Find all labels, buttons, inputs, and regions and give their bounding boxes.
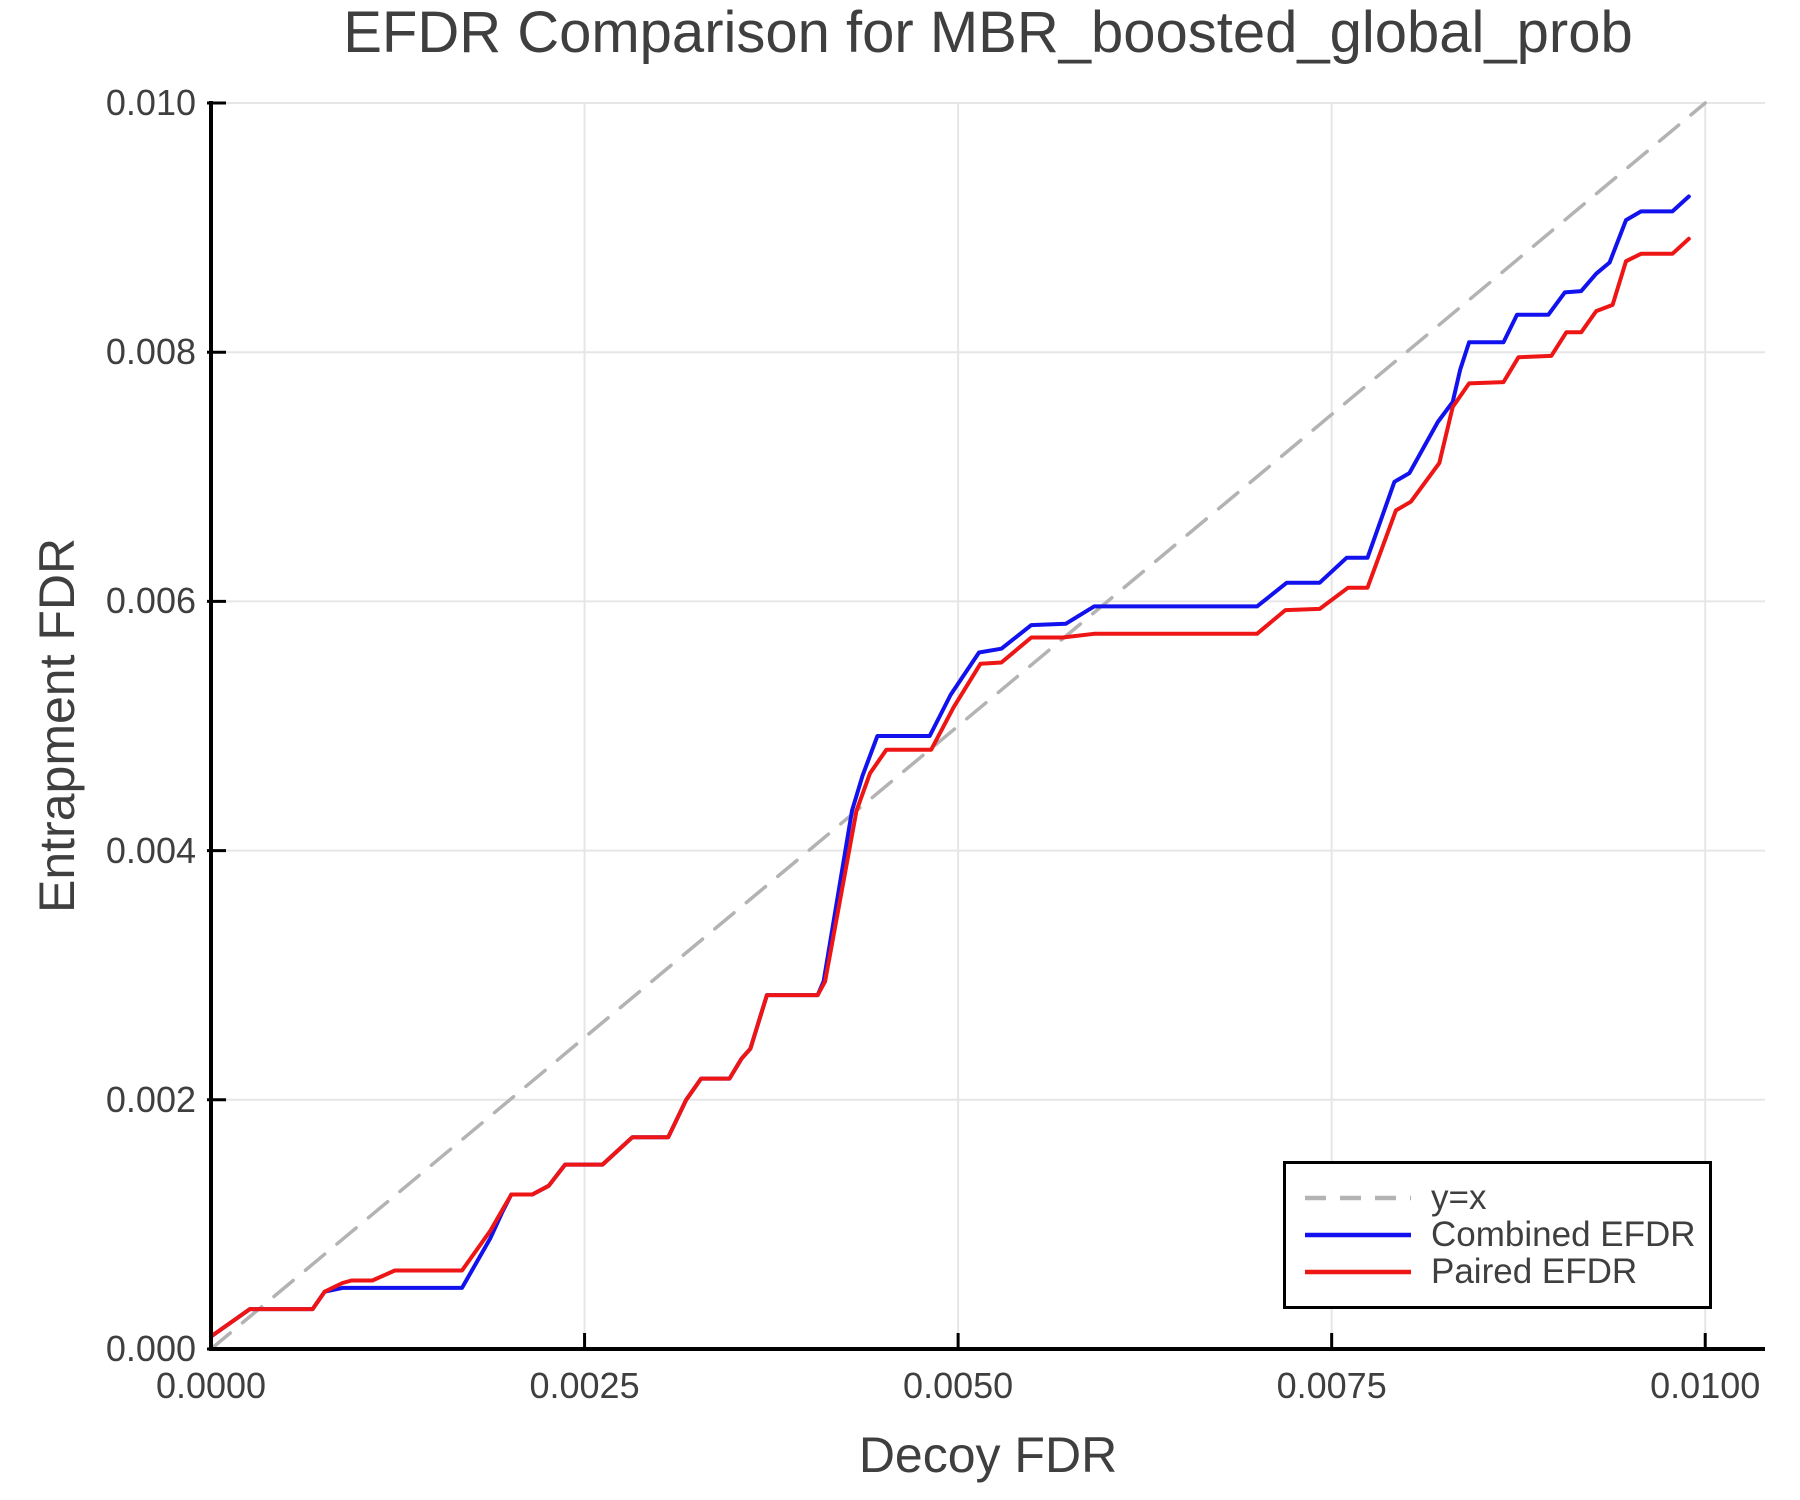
legend-line-sample [1305,1269,1411,1274]
legend-line-sample [1305,1195,1411,1200]
series-paired-efdr [209,236,1691,1339]
x-tick-label: 0.0000 [155,1365,267,1406]
y-tick-label: 0.000 [105,1328,196,1369]
x-tick-label: 0.0100 [1650,1365,1761,1406]
y-tick-label: 0.004 [105,829,196,871]
legend-line-sample [1305,1232,1411,1237]
x-tick-label: 0.0050 [903,1365,1014,1406]
legend: y=x Combined EFDR Paired EFDR [1283,1161,1712,1309]
x-axis-label: Decoy FDR [858,1427,1118,1483]
legend-row: Paired EFDR [1302,1253,1709,1290]
x-tick-label: 0.0075 [1276,1365,1387,1406]
legend-label: Paired EFDR [1431,1252,1638,1291]
legend-label: y=x [1431,1178,1487,1217]
y-tick-label: 0.002 [105,1078,196,1120]
y-axis-label: Entrapment FDR [29,537,85,913]
legend-rows: y=x Combined EFDR Paired EFDR [1302,1179,1709,1290]
chart-title: EFDR Comparison for MBR_boosted_global_p… [343,0,1633,65]
y-tick-label: 0.008 [105,331,196,373]
legend-label: Combined EFDR [1431,1215,1696,1254]
legend-row: Combined EFDR [1302,1216,1709,1253]
y-tick-label: 0.010 [105,82,196,123]
legend-row: y=x [1302,1179,1709,1216]
x-tick-label: 0.0025 [529,1365,640,1406]
series-y-x [209,101,1707,1351]
y-tick-label: 0.006 [105,580,196,622]
